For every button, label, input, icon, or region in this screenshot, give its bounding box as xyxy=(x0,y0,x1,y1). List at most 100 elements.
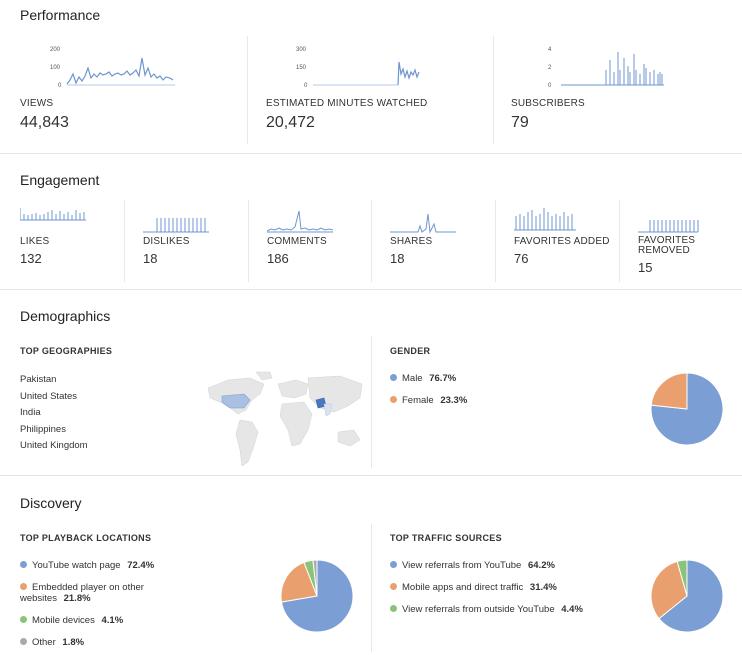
subscribers-tick-top: 4 xyxy=(548,47,552,53)
country-item[interactable]: Pakistan xyxy=(20,374,57,385)
legend-percent: 4.1% xyxy=(98,615,124,626)
legend-percent: 64.2% xyxy=(525,560,555,571)
map-greenland xyxy=(255,371,273,381)
legend-percent: 76.7% xyxy=(426,373,457,384)
views-sparkline: 200 100 0 xyxy=(50,47,175,89)
favorites-removed-sparkline xyxy=(638,220,699,233)
discovery-title: Discovery xyxy=(20,495,82,511)
playback-pie[interactable] xyxy=(280,559,354,633)
country-item[interactable]: United States xyxy=(20,390,78,402)
legend-swatch xyxy=(390,604,397,612)
map-south-america xyxy=(235,419,259,467)
legend-swatch xyxy=(20,615,27,623)
world-map[interactable] xyxy=(200,370,368,470)
dislikes-label: DISLIKES xyxy=(143,236,190,247)
shares-label: SHARES xyxy=(390,236,433,247)
views-value: 44,843 xyxy=(20,114,69,131)
legend-item: View referrals from YouTube 64.2% xyxy=(390,560,555,571)
legend-swatch xyxy=(20,582,27,590)
gender-pie[interactable] xyxy=(650,372,724,446)
favorites-added-sparkline xyxy=(514,208,576,231)
legend-label: Embedded player on other websites xyxy=(20,582,144,604)
views-tick-top: 200 xyxy=(50,47,61,53)
gender-title: GENDER xyxy=(390,346,431,356)
legend-percent: 4.4% xyxy=(558,604,583,615)
comments-value: 186 xyxy=(267,251,289,266)
legend-label: View referrals from YouTube xyxy=(402,560,522,571)
top-geographies-title: TOP GEOGRAPHIES xyxy=(20,346,113,356)
dislikes-sparkline xyxy=(143,218,209,233)
engagement-section: Engagement LIKES 132 DISLIKES 18 COMMENT… xyxy=(0,153,742,290)
divider xyxy=(248,200,249,282)
legend-swatch xyxy=(390,373,397,381)
divider xyxy=(371,200,372,282)
legend-swatch xyxy=(390,395,397,403)
shares-value: 18 xyxy=(390,251,405,266)
top-playback-locations-title: TOP PLAYBACK LOCATIONS xyxy=(20,533,152,543)
favorites-added-label: FAVORITES ADDED xyxy=(514,236,610,247)
subscribers-value: 79 xyxy=(511,114,529,131)
divider xyxy=(247,36,248,144)
legend-percent: 72.4% xyxy=(124,560,155,571)
map-india xyxy=(323,403,333,417)
legend-item: View referrals from outside YouTube 4.4% xyxy=(390,604,583,615)
country-item[interactable]: Philippines xyxy=(20,423,66,435)
pie-slice-mobile-apps-and-direct-traffic xyxy=(650,560,688,620)
minutes-tick-zero: 0 xyxy=(304,83,308,89)
minutes-tick-top: 300 xyxy=(296,47,307,53)
discovery-section: Discovery TOP PLAYBACK LOCATIONS YouTube… xyxy=(0,475,742,655)
legend-item: Other 1.8% xyxy=(20,637,170,648)
minutes-value: 20,472 xyxy=(266,114,315,131)
map-europe xyxy=(277,379,309,399)
pie-slice-other xyxy=(312,559,318,597)
demographics-section: Demographics TOP GEOGRAPHIES Pakistan Uni… xyxy=(0,289,742,476)
shares-sparkline xyxy=(390,213,456,234)
likes-value: 132 xyxy=(20,251,42,266)
map-asia xyxy=(307,375,363,413)
top-traffic-sources-title: TOP TRAFFIC SOURCES xyxy=(390,533,502,543)
legend-percent: 21.8% xyxy=(60,593,91,604)
legend-percent: 1.8% xyxy=(59,637,85,648)
pie-slice-male xyxy=(650,372,724,446)
legend-label: Mobile apps and direct traffic xyxy=(402,582,524,593)
demographics-title: Demographics xyxy=(20,308,111,324)
legend-label: Mobile devices xyxy=(32,615,95,626)
legend-swatch xyxy=(390,560,397,568)
map-united-states xyxy=(221,393,251,409)
pie-slice-embedded-player-on-other-websites xyxy=(280,561,318,603)
traffic-pie[interactable] xyxy=(650,559,724,633)
legend-percent: 23.3% xyxy=(437,395,468,406)
legend-item: Female 23.3% xyxy=(390,395,467,406)
minutes-sparkline: 300 150 0 xyxy=(296,47,420,89)
country-item[interactable]: United Kingdom xyxy=(20,440,88,451)
legend-swatch xyxy=(20,637,27,645)
legend-label: View referrals from outside YouTube xyxy=(402,604,555,615)
likes-sparkline xyxy=(20,208,86,221)
divider xyxy=(371,336,372,468)
legend-percent: 31.4% xyxy=(527,582,557,593)
likes-label: LIKES xyxy=(20,236,50,247)
engagement-title: Engagement xyxy=(20,172,100,188)
legend-label: Male xyxy=(402,373,423,384)
legend-item: Mobile devices 4.1% xyxy=(20,615,170,626)
performance-title: Performance xyxy=(20,7,101,23)
divider xyxy=(495,200,496,282)
subscribers-sparkline: 4 2 0 xyxy=(548,47,664,89)
favorites-added-value: 76 xyxy=(514,251,529,266)
subscribers-tick-mid: 2 xyxy=(548,65,552,71)
divider xyxy=(371,524,372,652)
minutes-tick-mid: 150 xyxy=(296,65,307,71)
legend-item: Male 76.7% xyxy=(390,373,456,384)
pie-slice-view-referrals-from-youtube xyxy=(658,559,724,633)
country-item[interactable]: India xyxy=(20,407,41,418)
dislikes-value: 18 xyxy=(143,251,158,266)
comments-label: COMMENTS xyxy=(267,236,327,247)
views-tick-zero: 0 xyxy=(58,83,62,89)
legend-item: Embedded player on other websites 21.8% xyxy=(20,582,170,604)
pie-slice-female xyxy=(650,372,688,410)
legend-item: Mobile apps and direct traffic 31.4% xyxy=(390,582,557,593)
legend-label: YouTube watch page xyxy=(32,560,121,571)
divider xyxy=(493,36,494,144)
divider xyxy=(124,200,125,282)
legend-label: Female xyxy=(402,395,434,406)
